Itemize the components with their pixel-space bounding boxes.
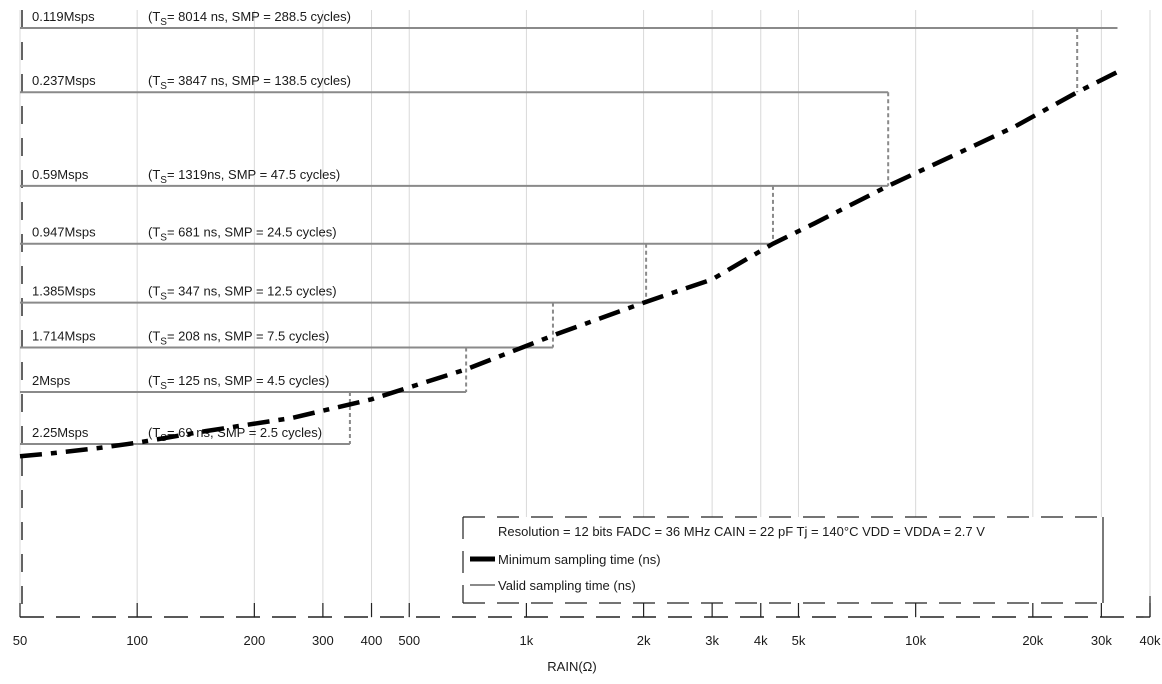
level-rate-label-5: 1.714Msps bbox=[32, 328, 96, 343]
level-rate-label-6: 2Msps bbox=[32, 373, 71, 388]
x-tick-label-2: 200 bbox=[243, 633, 265, 648]
level-rate-label-7: 2.25Msps bbox=[32, 425, 89, 440]
minimum-sampling-curve bbox=[19, 69, 1119, 459]
valid-sampling-levels: 0.119Msps (TS= 8014 ns, SMP = 288.5 cycle… bbox=[20, 9, 1118, 445]
level-detail-label-2: (TS= 1319ns, SMP = 47.5 cycles) bbox=[148, 167, 340, 186]
level-rate-label-0: 0.119Msps bbox=[32, 9, 95, 24]
x-tick-label-7: 2k bbox=[637, 633, 651, 648]
legend-header: Resolution = 12 bits FADC = 36 MHz CAIN … bbox=[498, 524, 985, 539]
x-axis-label: RAIN(Ω) bbox=[547, 659, 596, 674]
x-tick-label-11: 10k bbox=[905, 633, 926, 648]
x-tick-label-5: 500 bbox=[398, 633, 420, 648]
x-tick-label-10: 5k bbox=[792, 633, 806, 648]
level-detail-label-1: (TS= 3847 ns, SMP = 138.5 cycles) bbox=[148, 73, 351, 92]
x-tick-label-6: 1k bbox=[520, 633, 534, 648]
series-line-0 bbox=[19, 69, 1119, 459]
legend-entry-valid: Valid sampling time (ns) bbox=[498, 578, 636, 593]
x-tick-label-9: 4k bbox=[754, 633, 768, 648]
level-detail-label-3: (TS= 681 ns, SMP = 24.5 cycles) bbox=[148, 225, 337, 244]
level-detail-label-6: (TS= 125 ns, SMP = 4.5 cycles) bbox=[148, 373, 329, 392]
grid bbox=[19, 10, 1151, 618]
legend-background bbox=[463, 517, 1103, 603]
level-detail-label-4: (TS= 347 ns, SMP = 12.5 cycles) bbox=[148, 284, 337, 303]
level-rate-label-1: 0.237Msps bbox=[32, 73, 96, 88]
level-detail-label-0: (TS= 8014 ns, SMP = 288.5 cycles) bbox=[148, 9, 351, 28]
x-tick-label-4: 400 bbox=[361, 633, 383, 648]
x-axis-ticks: 50 100 200 300 400 500 1k 2k 3k 4k 5k 10k 20k 30k 40k bbox=[13, 603, 1161, 648]
x-tick-label-0: 50 bbox=[13, 633, 27, 648]
level-rate-label-4: 1.385Msps bbox=[32, 284, 96, 299]
level-detail-label-5: (TS= 208 ns, SMP = 7.5 cycles) bbox=[148, 328, 329, 347]
legend: Resolution = 12 bits FADC = 36 MHz CAIN … bbox=[462, 516, 1104, 604]
x-tick-label-1: 100 bbox=[126, 633, 148, 648]
legend-entry-minimum: Minimum sampling time (ns) bbox=[498, 552, 661, 567]
x-tick-label-8: 3k bbox=[705, 633, 719, 648]
level-rate-label-2: 0.59Msps bbox=[32, 167, 89, 182]
x-tick-label-3: 300 bbox=[312, 633, 334, 648]
x-tick-label-14: 40k bbox=[1140, 633, 1161, 648]
x-tick-label-12: 20k bbox=[1022, 633, 1043, 648]
x-tick-label-13: 30k bbox=[1091, 633, 1112, 648]
level-rate-label-3: 0.947Msps bbox=[32, 225, 96, 240]
